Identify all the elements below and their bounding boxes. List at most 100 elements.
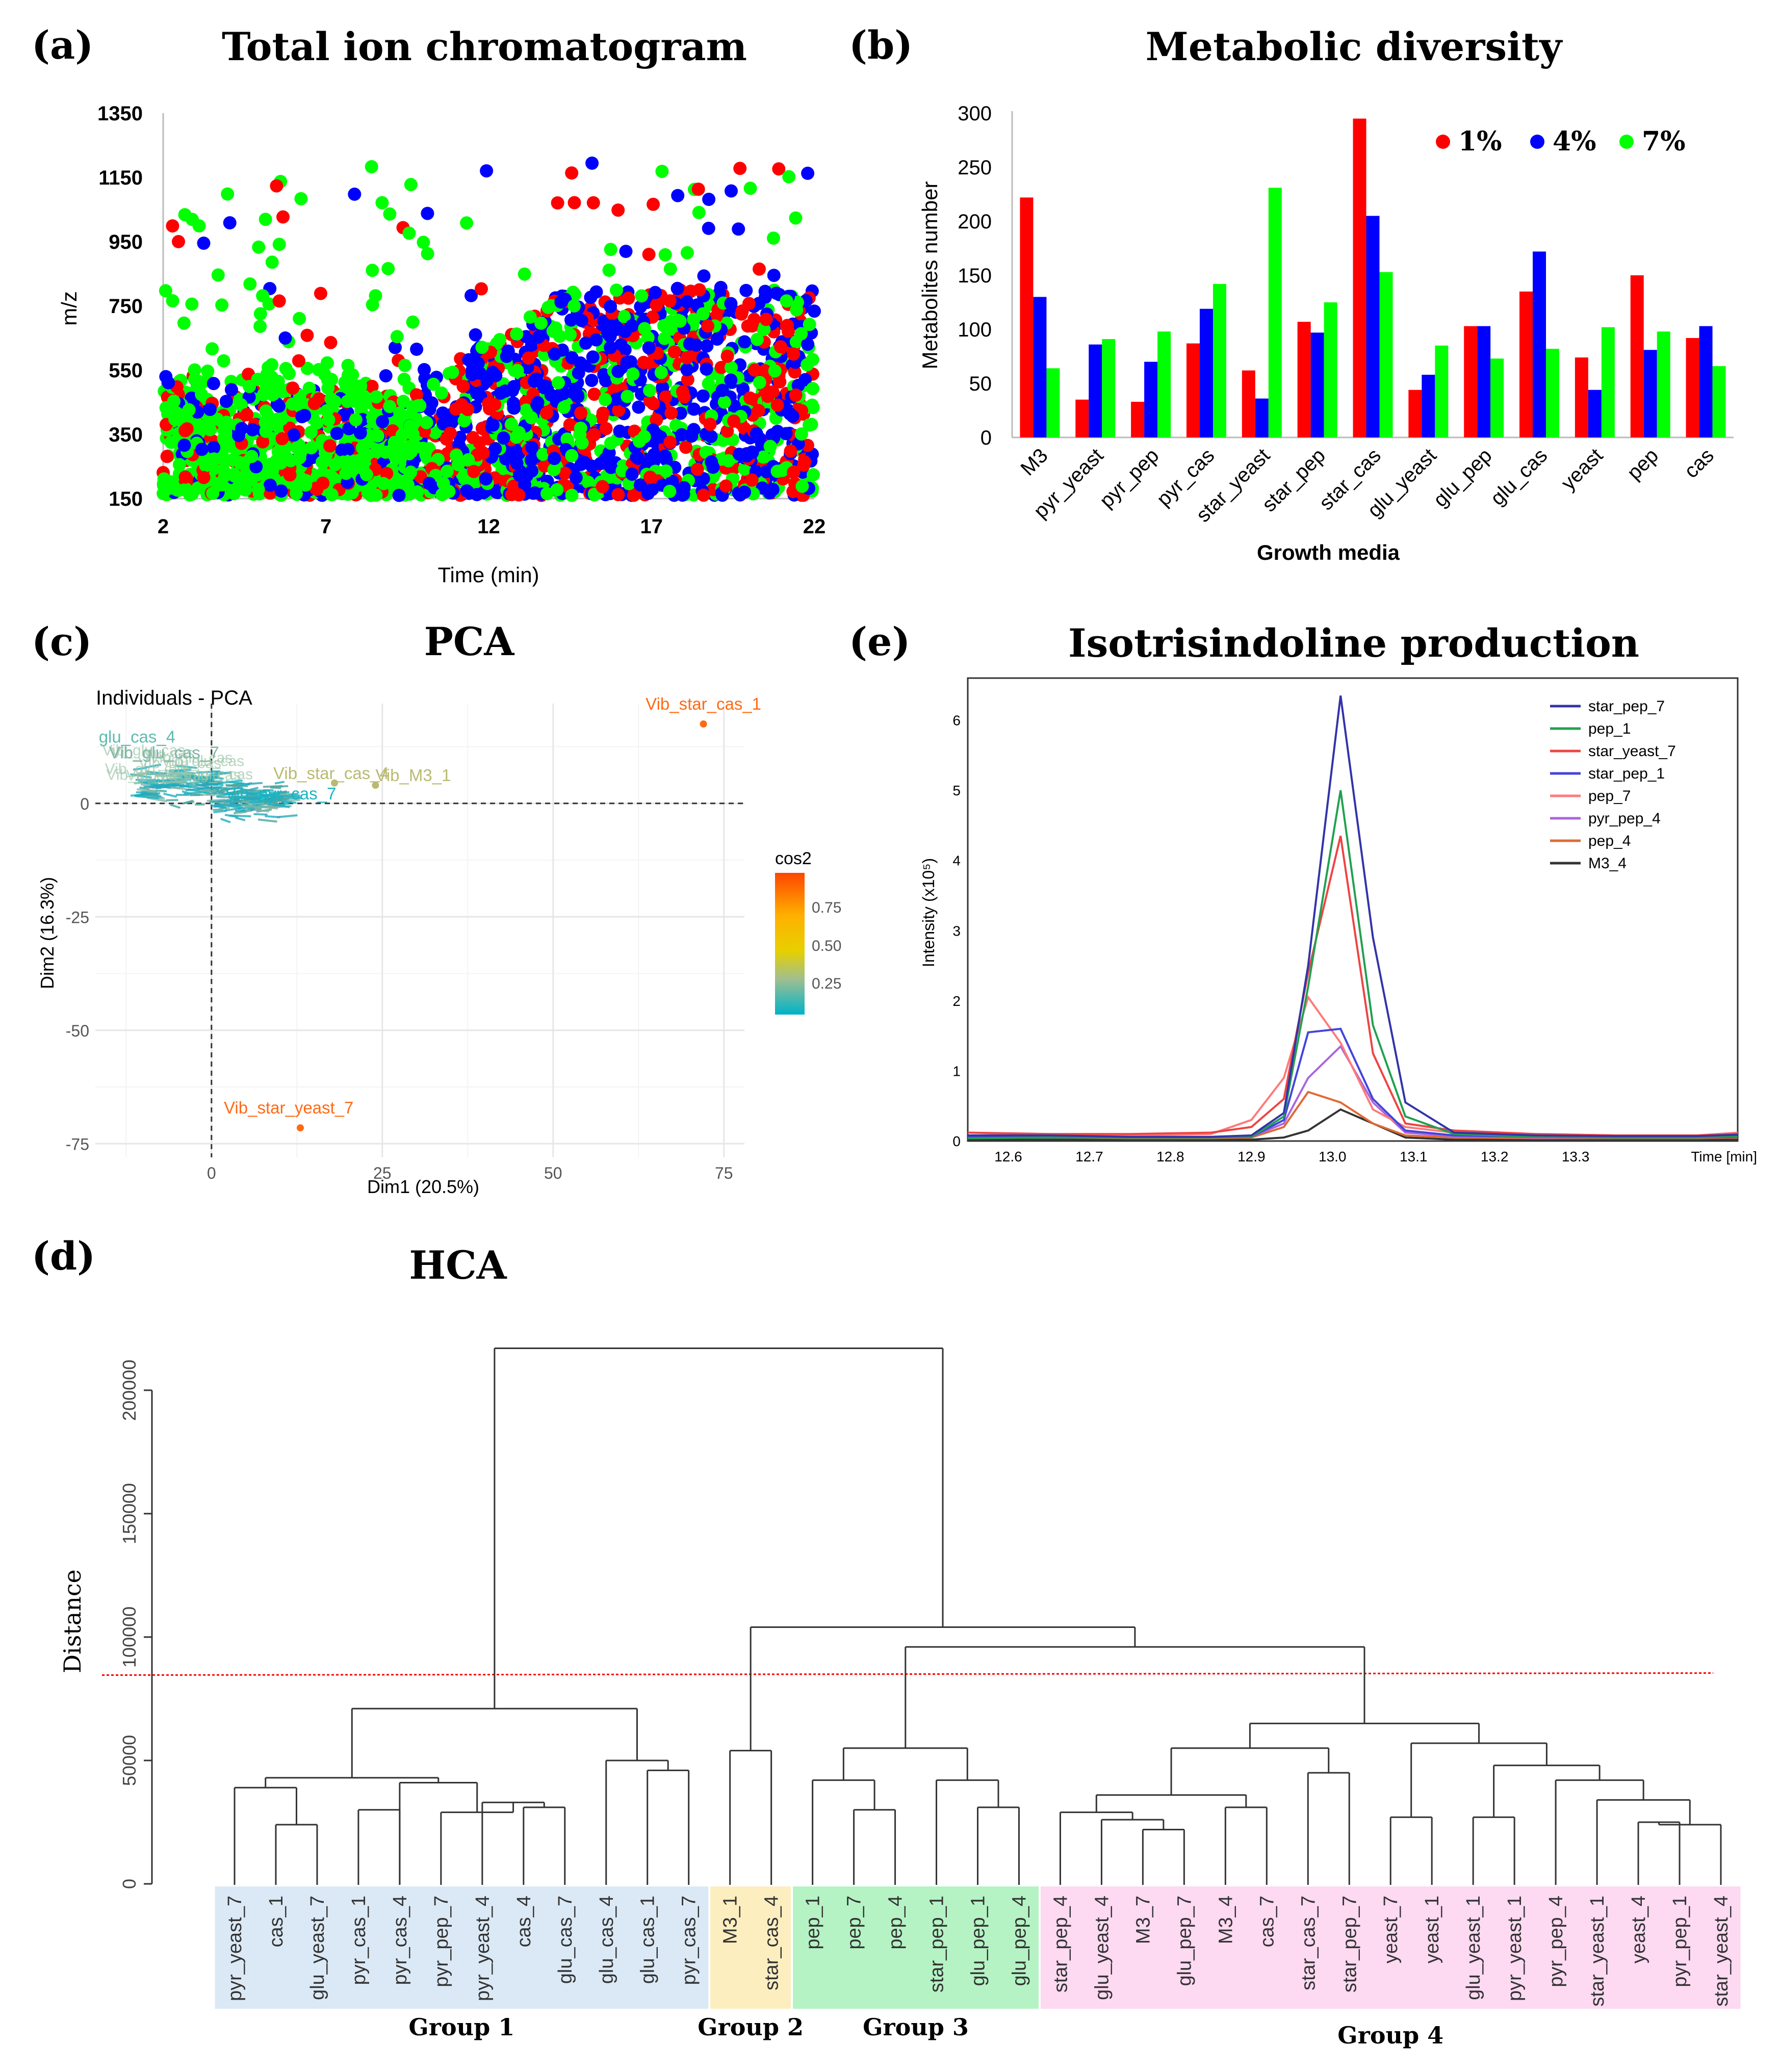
panel-e-axes: 0 1 2 3 4 5 6 12.6 12.7 12.8 12.9 13.0 13.1 13.2 13.3 T… (952, 677, 1757, 1164)
bar-pyr_cas-1% (1186, 343, 1200, 437)
scatter-point-4% (272, 399, 286, 413)
scatter-point-4% (687, 402, 701, 416)
scatter-point-7% (245, 450, 259, 463)
scatter-point-4% (274, 484, 288, 498)
panel-e-letter: (e) (849, 619, 910, 664)
x-tick-label: 13.2 (1481, 1149, 1509, 1164)
scatter-point-4% (224, 383, 238, 397)
line-star_pep_1 (967, 1027, 1738, 1139)
pca-individual (254, 809, 270, 813)
bar-pyr_pep-7% (1157, 331, 1171, 437)
scatter-point-1% (558, 467, 572, 480)
scatter-point-7% (227, 468, 241, 481)
scatter-point-4% (512, 469, 526, 482)
scatter-point-4% (525, 441, 539, 454)
scatter-point-1% (788, 365, 802, 379)
scatter-point-4% (486, 366, 500, 379)
pca-individual (213, 808, 224, 811)
panel-a-y-label: m/z (57, 291, 81, 326)
bar-pyr_pep-4% (1144, 361, 1158, 437)
leaf-label: star_yeast_1 (1587, 1896, 1608, 2007)
leaf-label: pep_7 (844, 1896, 865, 1950)
group-label: Group 3 (863, 2013, 969, 2041)
scatter-point-7% (782, 170, 796, 184)
bar-star_cas-7% (1379, 272, 1393, 437)
pca-individual (243, 796, 260, 801)
scatter-point-1% (679, 441, 693, 454)
scatter-point-7% (602, 264, 616, 277)
pca-individual (145, 763, 162, 769)
scatter-point-7% (338, 375, 352, 389)
scatter-point-7% (743, 182, 757, 195)
scatter-point-4% (642, 341, 656, 355)
scatter-point-1% (292, 354, 305, 368)
leaf-label: star_pep_7 (1339, 1896, 1360, 1992)
scatter-point-1% (587, 387, 601, 401)
scatter-point-7% (751, 332, 764, 346)
scatter-point-1% (512, 488, 526, 502)
scatter-point-4% (278, 331, 292, 345)
cos2-tick-label: 0.50 (812, 938, 841, 954)
scatter-point-1% (759, 313, 773, 326)
scatter-point-7% (475, 341, 489, 354)
scatter-point-4% (470, 488, 484, 501)
scatter-point-7% (219, 427, 233, 441)
scatter-point-1% (473, 436, 486, 450)
panel-c-labels: Vib_star_cas_1 Vib_star_yeast_7 Vib_star_c… (99, 694, 761, 1132)
panel-c-title: PCA (424, 619, 515, 664)
scatter-point-1% (365, 379, 379, 393)
bar-M3-1% (1020, 197, 1034, 437)
y-tick-label: 2 (952, 993, 961, 1009)
pca-individual (207, 798, 225, 802)
scatter-point-4% (597, 368, 611, 381)
y-tick-label: 950 (109, 231, 143, 253)
scatter-point-7% (807, 468, 820, 482)
scatter-point-7% (721, 454, 735, 468)
pca-individual (241, 808, 251, 812)
scatter-point-4% (604, 341, 617, 354)
leaf-label: M3_4 (1215, 1896, 1236, 1944)
scatter-point-7% (461, 453, 475, 467)
group-label: Group 2 (698, 2013, 804, 2041)
x-tick-label: cas (1680, 444, 1718, 482)
scatter-point-7% (379, 445, 393, 459)
scatter-point-1% (307, 397, 321, 410)
scatter-point-4% (658, 449, 672, 463)
pca-point (700, 720, 707, 728)
scatter-point-4% (724, 373, 738, 387)
pca-overlap-label: Vib_glu_cas (126, 767, 209, 784)
y-tick-label: 6 (952, 713, 961, 729)
scatter-point-7% (638, 322, 652, 335)
leaf-label: glu_pep_1 (968, 1896, 989, 1986)
leaf-label: glu_cas_4 (596, 1896, 617, 1984)
y-tick-label: 100 (958, 319, 992, 341)
scatter-point-7% (421, 247, 434, 261)
scatter-point-7% (738, 462, 752, 476)
scatter-point-4% (565, 351, 579, 365)
scatter-point-1% (664, 406, 678, 420)
panel-c-point-cloud: Vib_glu_casVib_glu_casVib_glu_casVib_glu… (102, 742, 302, 823)
scatter-point-7% (304, 425, 318, 439)
legend-marker-7% (1619, 135, 1634, 149)
x-tick-label: 12.7 (1075, 1149, 1103, 1164)
scatter-point-1% (409, 388, 423, 402)
scatter-point-4% (579, 336, 592, 350)
cos2-tick-label: 0.25 (812, 975, 841, 992)
scatter-point-7% (177, 316, 191, 330)
scatter-point-7% (565, 449, 579, 462)
scatter-point-1% (276, 210, 290, 224)
pca-individual (243, 791, 265, 796)
bar-star_pep-4% (1310, 332, 1324, 437)
pca-individual (224, 814, 239, 818)
line-star_pep_7 (968, 695, 1738, 1138)
bar-M3-7% (1046, 368, 1060, 437)
scatter-point-7% (234, 398, 248, 411)
scatter-point-1% (256, 435, 270, 449)
pca-individual (199, 776, 220, 782)
scatter-point-4% (614, 338, 628, 352)
pca-point-label: Vib_star_yeast_7 (224, 1098, 353, 1117)
scatter-point-7% (575, 436, 589, 450)
panel-e-legend: star_pep_7 pep_1 star_yeast_7 star_pep_1pep… (1550, 698, 1676, 872)
bar-glu_pep-4% (1477, 326, 1491, 437)
pca-individual (213, 804, 234, 808)
